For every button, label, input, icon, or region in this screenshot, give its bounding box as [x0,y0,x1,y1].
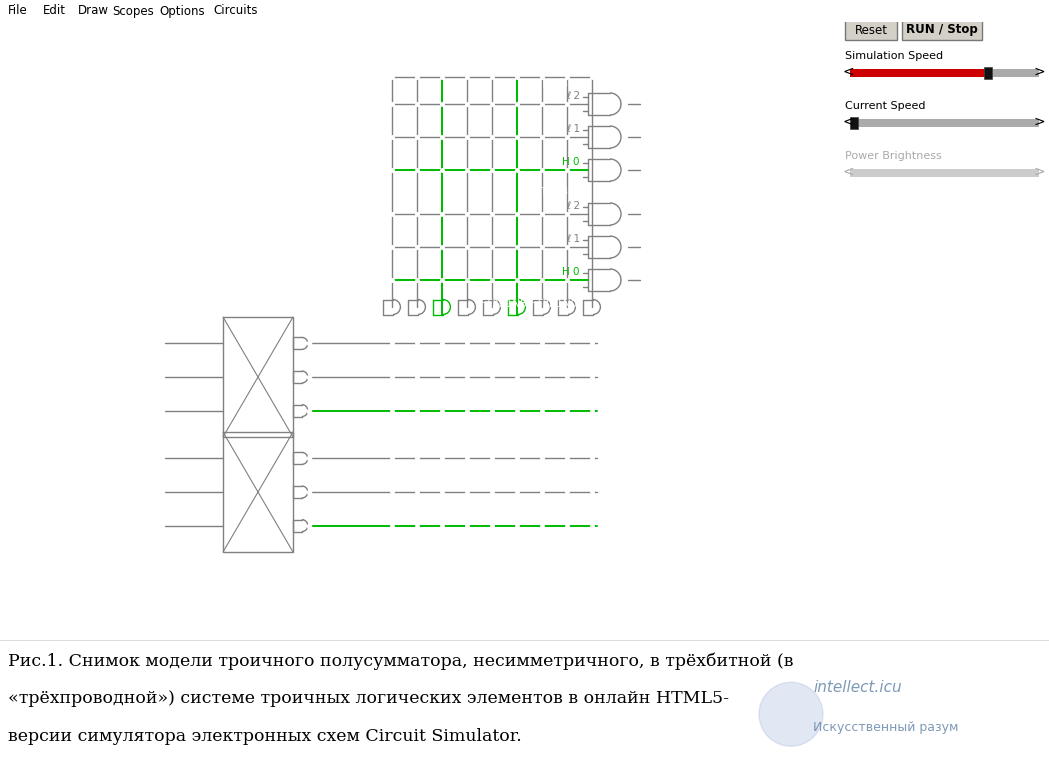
Text: 0 ℓ: 0 ℓ [130,521,145,531]
Bar [984,67,992,79]
Text: C: C [656,122,678,151]
Text: H 0: H 0 [562,267,580,277]
Bar [223,317,293,437]
Text: Рис.1. Снимок модели троичного полусумматора, несимметричного, в трёхбитной (в: Рис.1. Снимок модели троичного полусумма… [8,652,793,670]
Text: Reset: Reset [855,23,887,36]
Text: Simulation Speed: Simulation Speed [845,51,943,61]
Text: ℓ 2: ℓ 2 [565,201,580,211]
Text: Current Speed: Current Speed [845,101,925,111]
Text: <: < [842,165,854,179]
Text: FT2N8229: FT2N8229 [535,187,587,197]
Bar [850,69,988,77]
Text: >: > [1033,165,1045,179]
Text: 2 ℓ: 2 ℓ [130,339,145,349]
Text: File: File [8,5,27,18]
Text: ℓ 1: ℓ 1 [565,124,580,134]
Text: H 0: H 0 [562,157,580,167]
Text: 2: 2 [642,208,650,221]
Text: 1 ℓ: 1 ℓ [130,487,145,497]
Text: 0 ℓ: 0 ℓ [130,405,145,415]
Bar [223,432,293,552]
Bar [845,20,897,40]
Text: ℓ 1: ℓ 1 [565,234,580,244]
Bar [902,20,982,40]
Text: B: B [105,480,123,504]
Text: 1: 1 [642,130,650,143]
Text: Draw: Draw [78,5,109,18]
Text: >: > [1033,115,1045,129]
Text: ℓ 2: ℓ 2 [565,91,580,101]
Text: 2 ℓ: 2 ℓ [130,453,145,463]
Text: Искусственный разум: Искусственный разум [813,722,959,734]
Text: Circuits: Circuits [213,5,257,18]
Text: t = 28.89 ms
time step = 5 μs: t = 28.89 ms time step = 5 μs [480,536,573,557]
Text: версии симулятора электронных схем Circuit Simulator.: версии симулятора электронных схем Circu… [8,728,521,745]
Text: S: S [656,232,676,261]
Text: <: < [842,115,854,129]
Text: intellect.icu: intellect.icu [813,680,901,694]
Text: >: > [1033,65,1045,79]
Text: 2: 2 [642,98,650,111]
Text: 0: 0 [642,274,650,287]
Text: 0: 0 [642,164,650,177]
Text: Power Brightness: Power Brightness [845,151,942,161]
Bar [850,119,1039,127]
Text: Options: Options [159,5,206,18]
Text: 1 ℓ: 1 ℓ [130,372,145,382]
Text: 1: 1 [642,240,650,253]
Bar [850,69,1039,77]
Text: FT2N8991: FT2N8991 [535,79,587,89]
Text: FT2B1N8-FT2B1N0: FT2B1N8-FT2B1N0 [480,299,577,309]
Text: Scopes: Scopes [112,5,154,18]
Text: «трёхпроводной») системе троичных логических элементов в онлайн HTML5-: «трёхпроводной») системе троичных логиче… [8,690,729,707]
Bar [850,117,858,129]
Text: RUN / Stop: RUN / Stop [906,23,978,36]
Text: A: A [105,365,122,389]
Bar [850,169,1039,177]
Text: Edit: Edit [43,5,66,18]
Text: <: < [842,65,854,79]
Circle shape [759,682,823,746]
